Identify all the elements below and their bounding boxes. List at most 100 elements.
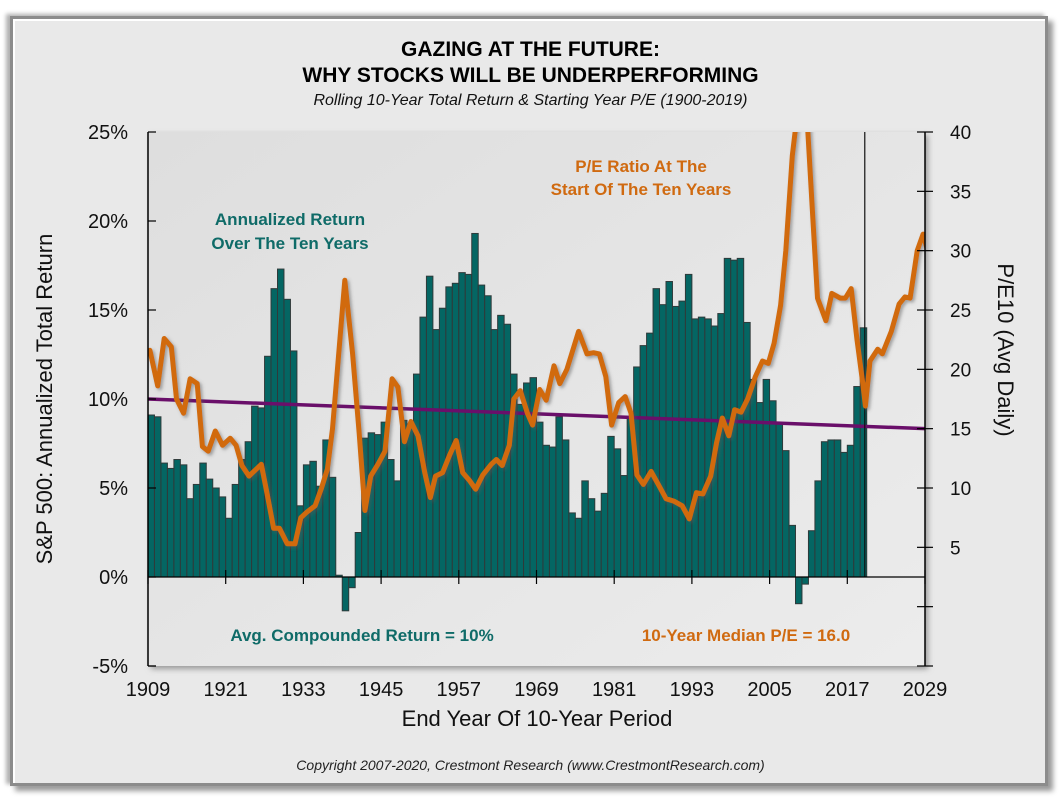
return-bar-1913 xyxy=(173,459,181,578)
chart-title-line2: WHY STOCKS WILL BE UNDERPERFORMING xyxy=(302,64,759,87)
return-bar-1953 xyxy=(432,329,440,578)
y2-tick-label: 35 xyxy=(950,182,971,203)
return-bar-1923 xyxy=(238,459,246,578)
return-bar-1974 xyxy=(568,512,576,578)
return-bar-2003 xyxy=(756,402,764,578)
return-bar-1976 xyxy=(581,480,589,578)
return-bar-2006 xyxy=(775,423,784,578)
y-axis-title: S&P 500: Annualized Total Return xyxy=(32,234,57,565)
y2-tick-label: 5 xyxy=(950,538,961,559)
return-bar-2018 xyxy=(853,386,861,578)
return-bar-1933 xyxy=(302,464,311,578)
return-bar-1981 xyxy=(613,448,622,578)
return-bar-2011 xyxy=(807,530,816,578)
return-bar-1987 xyxy=(652,288,661,578)
return-bar-1980 xyxy=(607,435,615,578)
return-bar-2015 xyxy=(833,439,842,578)
x-tick-label: 1945 xyxy=(359,679,404,701)
return-bar-1992 xyxy=(684,273,693,578)
y-tick-label: 20% xyxy=(88,211,128,233)
chart-subtitle: Rolling 10-Year Total Return & Starting … xyxy=(313,92,748,109)
return-bar-2000 xyxy=(736,257,745,578)
median-pe-note: 10-Year Median P/E = 16.0 xyxy=(642,626,850,645)
return-bar-1911 xyxy=(160,462,168,578)
return-bar-2008 xyxy=(788,524,796,578)
axes: -5% 0% 5% 10% 15% 20% 25% 5 10 15 20 25 30 35 40 1909 19… xyxy=(88,122,971,701)
return-bar-1921 xyxy=(225,517,233,578)
return-bar-1955 xyxy=(445,286,453,578)
return-bar-1920 xyxy=(218,496,227,578)
y-tick-label: -5% xyxy=(92,656,128,678)
return-bar-1997 xyxy=(717,313,725,578)
copyright-notice: Copyright 2007-2020, Crestmont Research … xyxy=(296,757,765,773)
x-tick-label: 1957 xyxy=(437,679,482,701)
avg-return-note: Avg. Compounded Return = 10% xyxy=(230,626,493,645)
return-bar-1912 xyxy=(166,467,175,578)
return-bar-2016 xyxy=(840,451,848,578)
y2-tick-label: 30 xyxy=(950,242,971,263)
pe-line-group xyxy=(148,132,925,547)
return-bar-1915 xyxy=(186,498,194,578)
return-bar-1989 xyxy=(665,281,673,578)
return-bar-1975 xyxy=(574,517,583,578)
y-tick-label: 0% xyxy=(99,567,128,589)
return-bar-1952 xyxy=(425,275,434,578)
return-bar-1941 xyxy=(354,532,363,578)
return-bar-1993 xyxy=(691,318,699,578)
return-bar-1927 xyxy=(264,355,272,578)
return-bar-2017 xyxy=(846,444,855,578)
return-bar-1966 xyxy=(516,403,525,578)
return-bar-1973 xyxy=(561,439,570,578)
return-bar-2009 xyxy=(795,576,803,605)
return-bar-1969 xyxy=(536,421,544,578)
x-tick-label: 1933 xyxy=(281,679,326,701)
y2-tick-label: 40 xyxy=(950,123,971,144)
return-bar-1909 xyxy=(148,414,155,578)
x-tick-label: 1909 xyxy=(126,679,171,701)
return-bar-1925 xyxy=(251,405,259,578)
return-bar-1979 xyxy=(600,492,609,578)
return-bar-1924 xyxy=(244,441,253,578)
return-bar-1919 xyxy=(212,487,220,578)
return-bar-1939 xyxy=(341,576,350,612)
return-bar-2005 xyxy=(769,400,777,578)
return-bar-1959 xyxy=(471,232,479,578)
x-tick-label: 2029 xyxy=(903,679,948,701)
return-bar-1988 xyxy=(659,304,667,578)
x-tick-label: 1993 xyxy=(670,679,715,701)
return-bar-1917 xyxy=(199,462,207,578)
x-tick-label: 1969 xyxy=(514,679,559,701)
return-bar-1918 xyxy=(205,478,214,578)
return-bar-1956 xyxy=(451,282,460,578)
return-bar-1982 xyxy=(620,475,628,578)
return-bar-1943 xyxy=(367,432,376,578)
return-bar-1977 xyxy=(587,498,596,578)
return-bar-1961 xyxy=(484,295,492,578)
return-bar-1946 xyxy=(387,459,395,578)
return-bar-1934 xyxy=(309,460,317,578)
return-bar-1937 xyxy=(328,476,337,578)
return-bar-2010 xyxy=(801,576,809,585)
return-bar-1947 xyxy=(393,480,402,578)
return-bar-1960 xyxy=(477,284,486,578)
return-bar-1986 xyxy=(646,332,654,578)
y-tick-label: 10% xyxy=(88,389,128,411)
pe-line xyxy=(148,132,925,547)
return-bar-1928 xyxy=(270,288,278,578)
return-bar-1990 xyxy=(671,305,680,578)
return-bar-1995 xyxy=(704,318,712,578)
pe-annotation-line2: Start Of The Ten Years xyxy=(551,180,732,199)
return-bar-1926 xyxy=(257,407,266,578)
y2-tick-label: 15 xyxy=(950,420,971,441)
return-bar-1962 xyxy=(490,329,499,578)
return-bar-1910 xyxy=(153,416,162,578)
return-bar-2012 xyxy=(814,480,822,578)
return-bar-1991 xyxy=(678,300,686,578)
return-bar-1998 xyxy=(723,257,732,578)
return-bar-1971 xyxy=(548,446,557,578)
y2-tick-label: 10 xyxy=(950,479,971,500)
y2-axis-title: P/E10 (Avg Daily) xyxy=(993,263,1018,436)
x-tick-label: 1981 xyxy=(592,679,637,701)
y-tick-label: 25% xyxy=(88,122,128,144)
